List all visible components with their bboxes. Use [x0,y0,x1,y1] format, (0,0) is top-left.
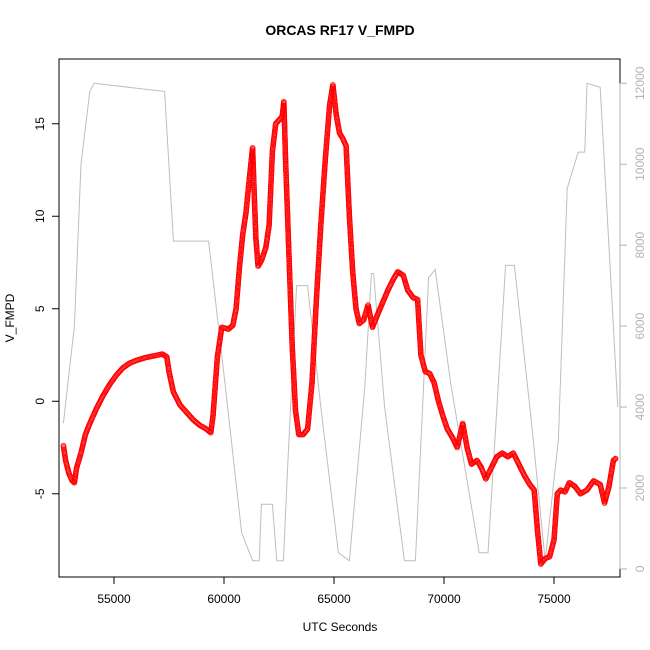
x-tick-label: 75000 [537,592,571,606]
x-axis-label: UTC Seconds [303,620,378,634]
data-point [498,450,505,457]
data-point [504,453,510,459]
y-tick-label: 0 [33,398,47,405]
x-axis: 55000 60000 65000 70000 75000 [97,576,571,606]
y-tick-label: 10 [33,209,47,223]
x-tick-label: 60000 [207,592,241,606]
right-tick-label: 4000 [633,393,647,420]
right-y-axis: 0 2000 4000 6000 8000 10000 12000 [619,66,647,572]
secondary-series-layer [62,82,619,562]
secondary-series-line [62,82,619,562]
y-axis-label: V_FMPD [3,293,17,342]
y-axis: -5 0 5 10 15 [33,117,60,499]
right-tick-label: 0 [633,565,647,572]
x-tick-label: 55000 [97,592,131,606]
right-tick-label: 10000 [633,147,647,181]
right-tick-label: 8000 [633,232,647,259]
data-point [409,293,416,300]
primary-series-layer [60,82,619,567]
y-tick-label: 5 [33,305,47,312]
y-tick-label: -5 [33,488,47,499]
data-point [612,455,619,462]
y-tick-label: 15 [33,117,47,131]
data-point [611,457,617,463]
right-tick-label: 12000 [633,66,647,100]
x-tick-label: 70000 [427,592,461,606]
x-tick-label: 65000 [317,592,351,606]
chart-title: ORCAS RF17 V_FMPD [265,22,414,38]
data-point [612,456,618,463]
right-tick-label: 6000 [633,312,647,339]
right-tick-label: 2000 [633,474,647,501]
